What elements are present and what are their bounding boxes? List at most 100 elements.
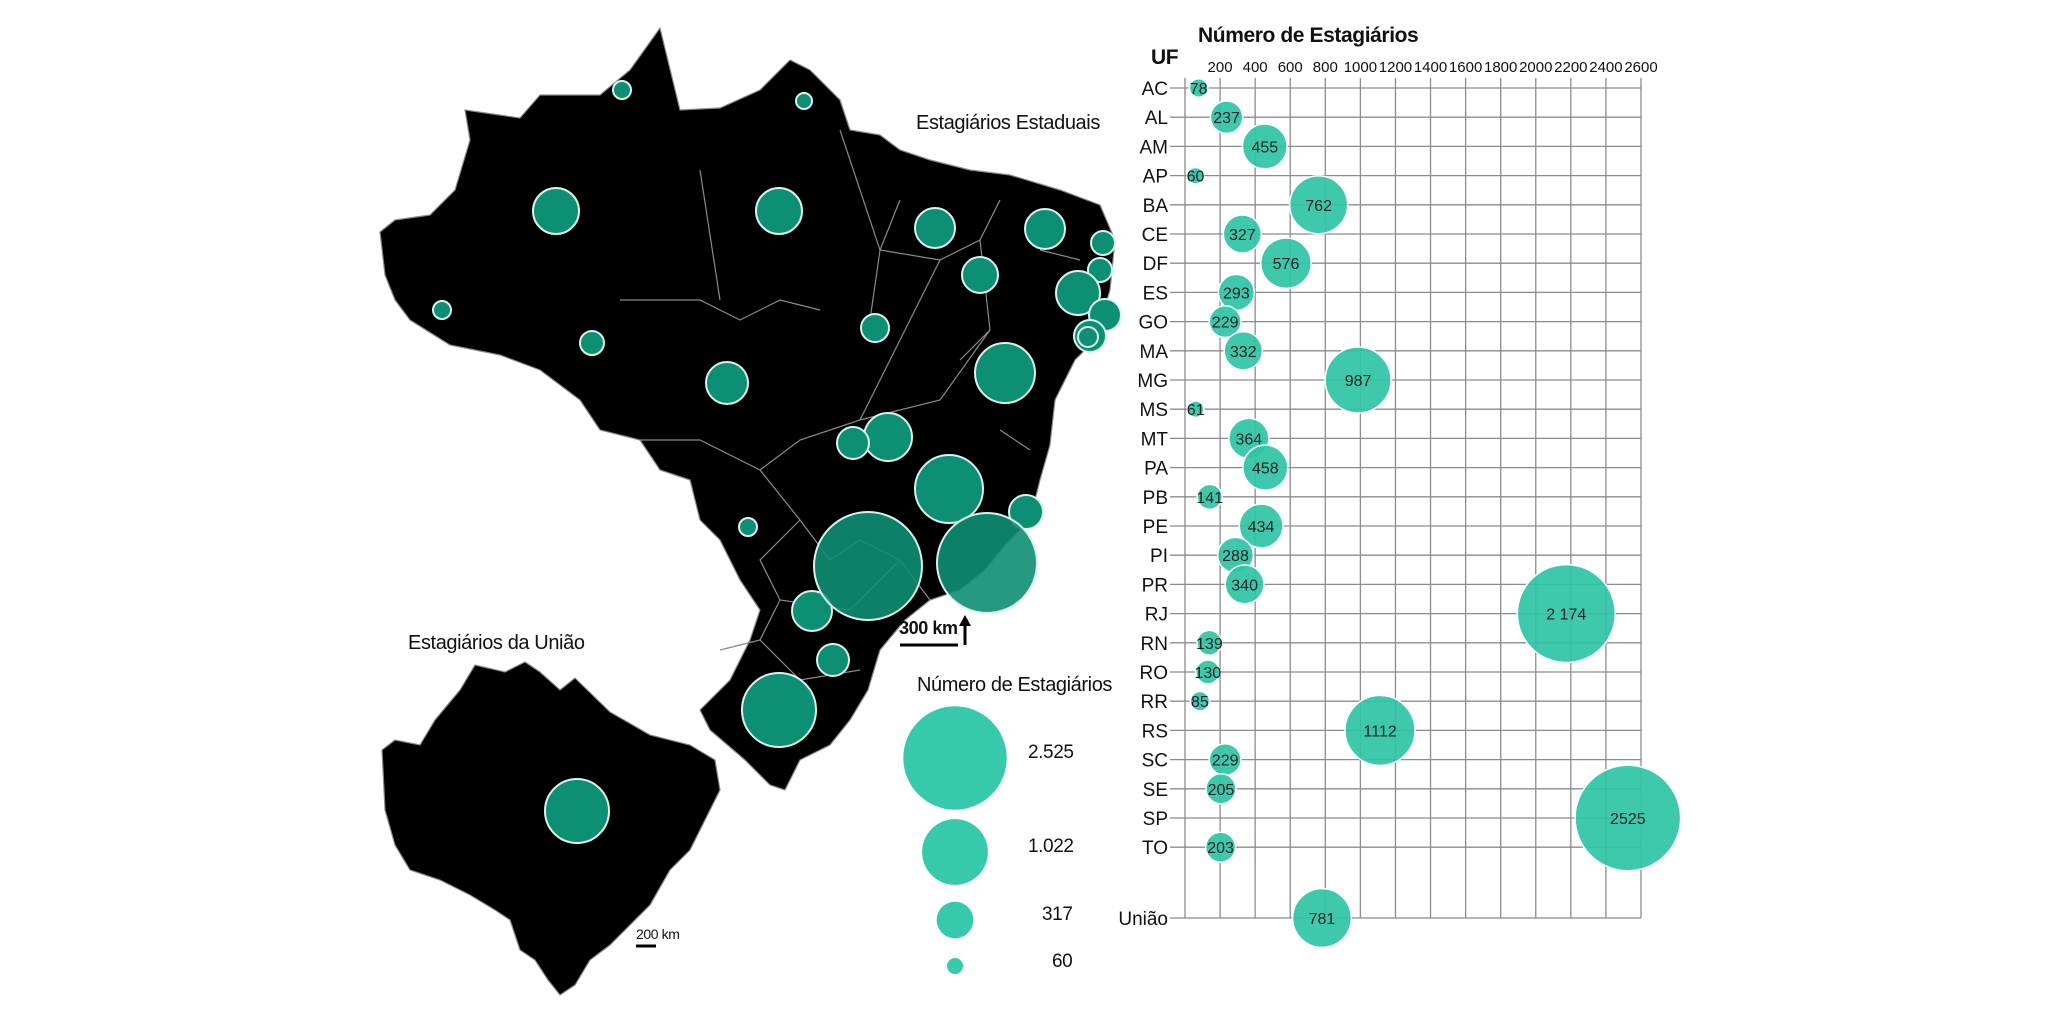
data-label: 455 [1251,139,1278,156]
data-bubble [1324,346,1392,414]
x-tick-label: 1000 [1344,59,1377,76]
data-label: 237 [1213,110,1240,127]
legend-bubble [903,706,1007,810]
x-tick-label: 1800 [1484,59,1517,76]
data-label: 60 [1187,169,1205,186]
map-bubble [795,92,813,110]
category-label: SE [1143,780,1168,801]
union-map-title: Estagiários da União [408,632,585,654]
data-label: 203 [1207,840,1234,857]
data-label: 288 [1222,548,1249,565]
x-tick-label: 2400 [1589,59,1622,76]
data-label: 340 [1231,577,1258,594]
category-label: RJ [1145,605,1168,626]
bubble-chart: 200 400 600 800 1000 1200 1400 1600 1800 2000 2200… [1118,59,1682,949]
map-bubble [936,512,1038,614]
category-label: MG [1137,371,1168,392]
map-bubble [1077,326,1099,348]
category-label: TO [1142,838,1168,859]
data-bubble [1223,330,1264,371]
x-tick-label: 200 [1208,59,1233,76]
map-bubble [532,187,580,235]
data-bubble [1186,166,1205,185]
category-label: AP [1143,167,1168,188]
data-label: 293 [1223,285,1250,302]
category-label: SP [1143,809,1168,830]
data-bubble [1288,175,1349,235]
category-label: PE [1143,517,1168,538]
map-bubble [1087,257,1113,283]
map-bubble [961,256,999,294]
x-tick-label: 600 [1278,59,1303,76]
map-bubble [863,412,913,462]
data-label: 139 [1196,636,1223,653]
data-bubble [1222,214,1263,254]
map-bubble [813,511,923,621]
legend-bubble [936,901,974,939]
map-bubble [705,361,749,405]
map-bubble [741,672,817,748]
x-tick-label: 2000 [1519,59,1552,76]
data-bubble [1291,887,1353,949]
category-label: SC [1142,751,1168,772]
map-bubble [755,187,803,235]
category-label: MA [1140,342,1169,363]
map-bubble [836,426,870,460]
category-label: PA [1144,459,1168,480]
y-axis-label: UF [1151,46,1179,69]
x-tick-label: 1200 [1379,59,1412,76]
data-label: 781 [1309,911,1336,928]
map-bubble [1090,230,1116,256]
scale-label-main: 300 km [899,618,958,638]
legend-bubbles [903,706,1007,974]
category-label: AM [1140,137,1169,158]
x-tick-label: 400 [1243,59,1268,76]
data-label: 364 [1235,431,1262,448]
data-bubble [1188,77,1209,99]
category-label: PI [1150,546,1168,567]
scale-label-union: 200 km [636,926,680,942]
state-map-title: Estagiários Estaduais [916,112,1100,134]
map-bubble [816,643,850,677]
data-label: 327 [1229,227,1256,244]
category-label: MT [1141,429,1169,450]
data-bubble [1574,764,1682,872]
category-label: MS [1140,400,1169,421]
data-label: 141 [1196,490,1223,507]
data-label: 85 [1191,694,1209,711]
data-bubble [1189,690,1211,712]
category-label: AL [1145,108,1168,129]
data-label: 130 [1194,665,1221,682]
data-bubble [1208,304,1242,339]
data-bubble [1205,773,1237,805]
data-label: 229 [1212,753,1239,770]
data-label: 987 [1345,373,1372,390]
legend-label-4: 60 [1052,951,1073,972]
map-bubbles [432,80,1122,844]
north-arrow-head [959,615,971,626]
map-bubble [612,80,632,100]
data-label: 229 [1212,315,1239,332]
data-label: 1112 [1363,723,1396,740]
category-label: RR [1141,692,1168,713]
legend-title: Número de Estagiários [917,674,1113,696]
map-bubble [1024,208,1066,250]
map-bubble [1055,270,1101,316]
data-label: 434 [1248,519,1275,536]
data-label: 576 [1273,256,1300,273]
data-bubble [1204,831,1237,863]
data-bubble [1238,503,1284,549]
data-bubble [1186,400,1205,419]
legend-label-1: 2.525 [1028,742,1074,763]
x-tick-label: 2200 [1554,59,1587,76]
category-label: União [1118,909,1168,930]
map-bubble [738,517,758,537]
map-bubble [1008,494,1044,530]
category-label: RN [1141,634,1168,655]
x-tick-label: 800 [1313,59,1338,76]
data-label: 458 [1252,461,1279,478]
data-label: 2 174 [1546,607,1586,624]
data-bubble [1195,659,1221,685]
data-bubble [1516,563,1616,664]
